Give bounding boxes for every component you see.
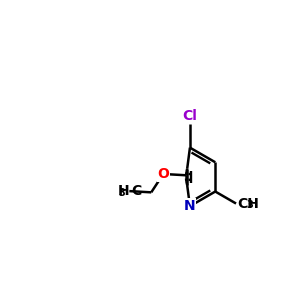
Text: 3: 3 [119,188,125,198]
Text: Cl: Cl [182,109,197,123]
Text: N: N [184,199,196,213]
Text: H: H [118,184,129,198]
Text: CH: CH [238,196,260,211]
Text: 3: 3 [246,200,253,211]
Text: C: C [132,184,142,198]
Text: O: O [157,167,169,181]
